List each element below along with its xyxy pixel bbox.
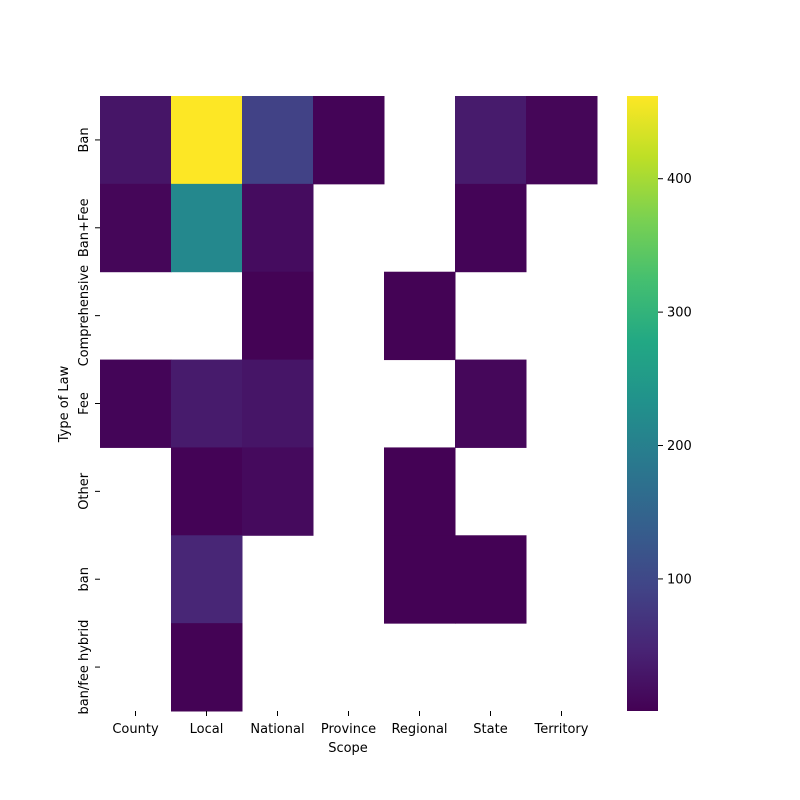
x-tick-label: National — [250, 722, 304, 737]
y-tick-label: Other — [77, 472, 92, 510]
heatmap-cell — [242, 359, 314, 448]
y-tick-label: ban/fee hybrid — [77, 620, 92, 715]
heatmap-cell — [171, 623, 243, 712]
y-axis-ticks: Ban Ban+Fee Comprehensive Fee Other ban ban/fe… — [77, 127, 100, 715]
x-tick-label: County — [112, 722, 159, 737]
heatmap-cell — [242, 96, 314, 185]
heatmap-cell — [100, 183, 172, 273]
colorbar-gradient — [627, 96, 658, 711]
x-axis-label: Scope — [328, 741, 368, 756]
heatmap-cell — [455, 183, 527, 273]
x-tick-label: Territory — [534, 722, 589, 737]
y-tick-label: Fee — [77, 392, 92, 415]
heatmap-cells — [100, 96, 598, 712]
y-tick-label: Ban — [77, 127, 92, 152]
heatmap-cell — [100, 359, 172, 448]
x-axis-ticks: County Local National Province Regional State… — [112, 711, 589, 737]
colorbar-tick-label: 400 — [667, 172, 692, 187]
heatmap-cell — [313, 96, 385, 185]
x-tick-label: State — [473, 722, 507, 737]
colorbar-tick-label: 200 — [667, 439, 692, 454]
heatmap-cell — [242, 447, 314, 536]
heatmap-cell — [171, 359, 243, 448]
x-tick-label: Province — [321, 722, 376, 737]
heatmap-cell — [242, 183, 314, 273]
y-tick-label: Ban+Fee — [77, 198, 92, 257]
heatmap-cell — [526, 96, 598, 185]
heatmap-cell — [171, 447, 243, 536]
y-tick-label: Comprehensive — [77, 265, 92, 367]
heatmap-cell — [100, 96, 172, 185]
x-tick-label: Regional — [391, 722, 447, 737]
heatmap-cell — [455, 96, 527, 185]
colorbar-ticks: 100 200 300 400 — [658, 172, 692, 587]
x-tick-label: Local — [190, 722, 224, 737]
heatmap-cell — [384, 271, 456, 361]
y-axis-label: Type of Law — [57, 365, 72, 443]
heatmap-cell — [384, 447, 456, 536]
heatmap-cell — [455, 359, 527, 448]
colorbar: 100 200 300 400 — [627, 96, 692, 711]
heatmap-cell — [242, 271, 314, 361]
heatmap-cell — [384, 535, 456, 624]
heatmap-cell — [455, 535, 527, 624]
colorbar-tick-label: 300 — [667, 306, 692, 321]
colorbar-tick-label: 100 — [667, 572, 692, 587]
heatmap-cell — [171, 183, 243, 273]
heatmap-cell — [171, 535, 243, 624]
heatmap-cell — [171, 96, 243, 185]
y-tick-label: ban — [77, 567, 92, 591]
